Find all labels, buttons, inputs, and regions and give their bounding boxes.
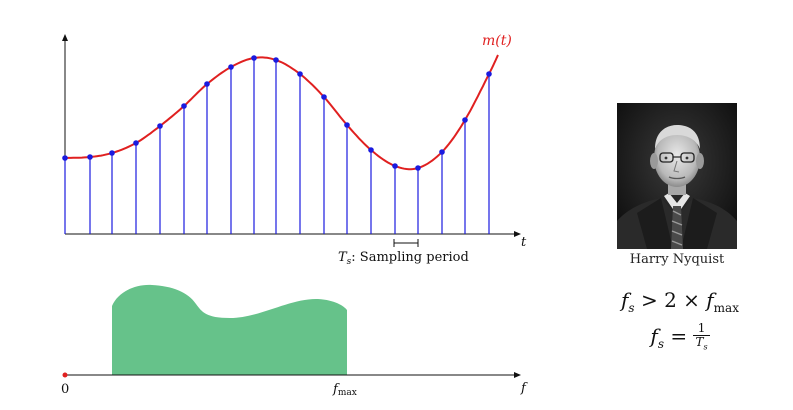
f-axis-label: f: [520, 381, 528, 396]
sample-point: [228, 64, 234, 70]
harry-nyquist-portrait: [617, 103, 737, 249]
nyquist-criterion-equation: fs > 2 × fmax: [621, 288, 739, 315]
sample-point: [273, 57, 279, 63]
sample-point: [439, 149, 445, 155]
sample-point: [133, 140, 139, 146]
sample-stems: [64, 58, 490, 234]
sample-point: [297, 71, 303, 77]
sample-point: [462, 117, 468, 123]
sample-point: [251, 55, 257, 61]
f-axis-arrowhead: [514, 372, 521, 378]
sample-points: [62, 55, 492, 171]
sample-point: [392, 163, 398, 169]
sample-point: [368, 147, 374, 153]
curve-label: m(t): [482, 33, 512, 49]
fmax-label: fmax: [332, 382, 357, 398]
sample-point: [204, 81, 210, 87]
sample-point: [157, 123, 163, 129]
y-axis-arrowhead: [62, 34, 68, 41]
sample-point: [181, 103, 187, 109]
fraction: 1 Ts: [693, 321, 710, 352]
origin-point: [62, 372, 68, 378]
spectrum-plot: 0 fmax f: [61, 284, 528, 398]
t-axis-arrowhead: [514, 231, 521, 237]
origin-label: 0: [61, 382, 69, 397]
sample-point: [62, 155, 68, 161]
sample-point: [486, 71, 492, 77]
signal-plot: t m(t) Ts: Sampling period: [62, 33, 527, 267]
sample-point: [109, 150, 115, 156]
sample-point: [344, 122, 350, 128]
sampling-frequency-equation: fs = 1 Ts: [650, 321, 710, 352]
sample-point: [87, 154, 93, 160]
sample-point: [415, 165, 421, 171]
portrait-caption: Harry Nyquist: [629, 252, 725, 267]
t-axis-label: t: [521, 235, 527, 250]
sample-point: [321, 94, 327, 100]
sampling-period-bracket: [393, 239, 419, 247]
sampling-period-label: Ts: Sampling period: [338, 250, 469, 267]
spectrum-band: [112, 284, 347, 375]
message-signal-curve: [65, 54, 499, 171]
